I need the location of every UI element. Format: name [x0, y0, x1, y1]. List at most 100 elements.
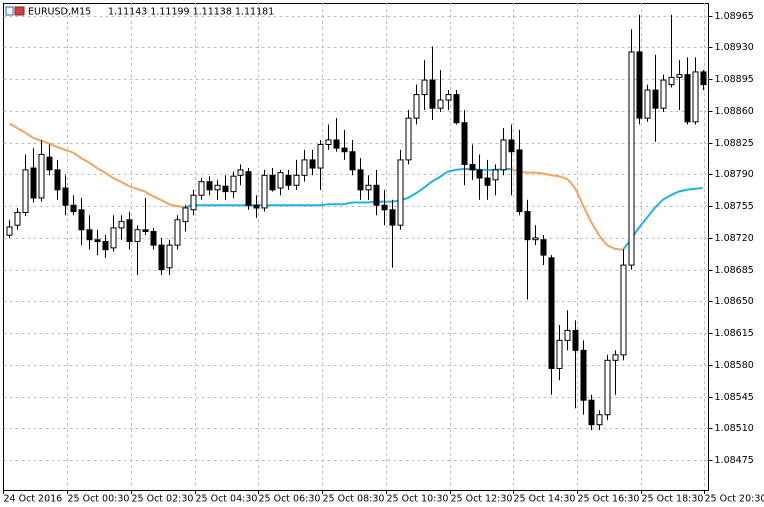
- candle-body: [333, 139, 340, 149]
- y-tick-label: 1.08790: [715, 169, 754, 180]
- candle-body: [676, 74, 683, 78]
- candle-body: [94, 239, 101, 243]
- candle-body: [453, 94, 460, 124]
- candle-body: [604, 359, 611, 416]
- candles: [6, 14, 707, 431]
- y-tick-label: 1.08475: [715, 455, 754, 466]
- candle-body: [118, 221, 125, 229]
- candle-body: [261, 174, 268, 209]
- candle-body: [46, 156, 53, 171]
- candle-body: [325, 139, 332, 145]
- candle-body: [572, 329, 579, 351]
- header: EURUSD,M15 1.11143 1.11199 1.11138 1.111…: [5, 6, 274, 18]
- candle-body: [421, 79, 428, 96]
- y-tick-label: 1.08615: [715, 328, 754, 339]
- candle-body: [62, 187, 69, 206]
- symbol: EURUSD,M15: [28, 7, 91, 18]
- candle-body: [469, 163, 476, 171]
- candle-body: [158, 244, 165, 271]
- candle-body: [150, 231, 157, 246]
- x-tick-label: 25 Oct 12:30: [451, 494, 513, 505]
- candle-body: [341, 147, 348, 153]
- candle-body: [253, 204, 260, 209]
- candle-body: [110, 227, 117, 249]
- candle-body: [373, 184, 380, 206]
- indicator-line: [622, 187, 703, 251]
- candle-body: [484, 177, 491, 186]
- candle-body: [182, 207, 189, 223]
- candle-body: [237, 169, 244, 176]
- x-tick-label: 25 Oct 18:30: [642, 494, 704, 505]
- candle-body: [660, 79, 667, 109]
- x-tick-label: 25 Oct 10:30: [387, 494, 449, 505]
- candle-body: [22, 169, 29, 213]
- candle-body: [198, 181, 205, 196]
- candle-body: [349, 151, 356, 171]
- candle-body: [612, 354, 619, 361]
- candle-body: [365, 184, 372, 191]
- y-tick-label: 1.08510: [715, 423, 754, 434]
- candle-body: [413, 94, 420, 119]
- candle-body: [301, 159, 308, 176]
- candle-body: [700, 71, 707, 86]
- candle-body: [437, 99, 444, 109]
- candle-body: [516, 149, 523, 213]
- indicator-lines: [8, 122, 703, 251]
- header-icon: [5, 6, 14, 16]
- candle-body: [78, 209, 85, 231]
- candle-body: [588, 399, 595, 426]
- candle-body: [54, 169, 61, 191]
- candle-body: [269, 174, 276, 191]
- candle-body: [548, 257, 555, 369]
- candle-body: [381, 204, 388, 211]
- candle-body: [317, 143, 324, 169]
- candle-body: [564, 329, 571, 341]
- candle-body: [461, 122, 468, 165]
- candle-body: [245, 171, 252, 206]
- candle-body: [70, 204, 77, 213]
- candle-body: [500, 139, 507, 171]
- candle-body: [596, 414, 603, 426]
- y-tick-label: 1.08545: [715, 392, 754, 403]
- candle-body: [293, 174, 300, 186]
- candle-body: [30, 167, 37, 199]
- y-tick-label: 1.08860: [715, 106, 754, 117]
- candle-body: [532, 237, 539, 241]
- candle-body: [277, 172, 284, 189]
- candle-body: [508, 139, 515, 153]
- candle-body: [285, 174, 292, 186]
- x-tick-label: 25 Oct 14:30: [514, 494, 576, 505]
- candle-body: [134, 229, 141, 243]
- x-tick-label: 25 Oct 00:30: [68, 494, 130, 505]
- x-tick-label: 25 Oct 06:30: [259, 494, 321, 505]
- candle-body: [309, 159, 316, 169]
- candle-body: [38, 153, 45, 199]
- candle-body: [668, 76, 675, 86]
- x-tick-label: 25 Oct 16:30: [578, 494, 640, 505]
- candle-body: [214, 184, 221, 191]
- candle-body: [652, 89, 659, 109]
- candle-body: [126, 219, 133, 243]
- y-tick-label: 1.08650: [715, 296, 754, 307]
- y-tick-label: 1.08580: [715, 360, 754, 371]
- candle-body: [692, 71, 699, 123]
- candle-body: [524, 211, 531, 241]
- candle-body: [174, 219, 181, 246]
- header-icon: [14, 6, 25, 16]
- y-tick-label: 1.08685: [715, 265, 754, 276]
- candle-body: [620, 264, 627, 356]
- x-tick-label: 25 Oct 04:30: [196, 494, 258, 505]
- y-tick-label: 1.08720: [715, 233, 754, 244]
- axes: 1.08475 1.08510 1.08545 1.08580 1.08615 1.086…: [3, 11, 764, 505]
- plot-area: [3, 3, 709, 491]
- candle-body: [397, 159, 404, 226]
- candle-body: [86, 229, 93, 241]
- x-tick-label: 25 Oct 08:30: [323, 494, 385, 505]
- candle-body: [580, 349, 587, 401]
- indicator-line: [510, 168, 624, 251]
- y-tick-label: 1.08930: [715, 42, 754, 53]
- x-tick-label: 24 Oct 2016: [4, 494, 63, 505]
- candle-body: [222, 185, 229, 193]
